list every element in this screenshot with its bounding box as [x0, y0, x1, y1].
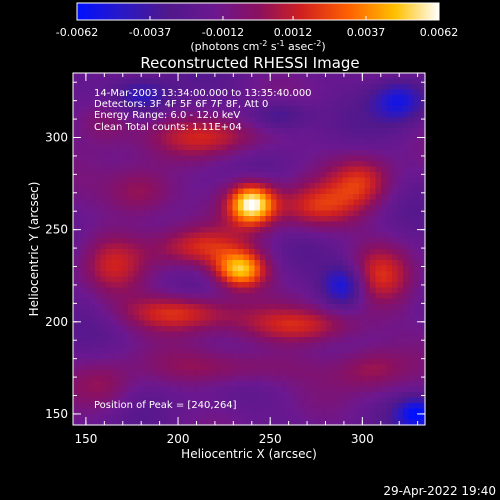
x-tick-label: 150 [74, 432, 97, 446]
chart-title: Reconstructed RHESSI Image [140, 54, 359, 72]
y-tick-label: 300 [45, 131, 68, 145]
colorbar-tick-labels: -0.0062 -0.0037 -0.0012 0.0012 0.0037 0.0062 [56, 26, 458, 39]
x-tick-label: 200 [167, 432, 190, 446]
x-axis-ticks: 150 200 250 300 [74, 73, 419, 446]
y-axis-label: Heliocentric Y (arcsec) [27, 182, 41, 317]
colorbar [76, 2, 440, 21]
peak-position-label: Position of Peak = [240,264] [94, 400, 237, 411]
colorbar-tick-label: 0.0012 [274, 26, 313, 39]
colorbar-ticks [76, 16, 440, 20]
annotations: 14-Mar-2003 13:34:00.000 to 13:35:40.000… [94, 88, 312, 411]
x-tick-label: 300 [351, 432, 374, 446]
plot-frame [72, 72, 426, 426]
colorbar-tick-label: -0.0012 [202, 26, 244, 39]
x-axis-label: Heliocentric X (arcsec) [181, 447, 317, 461]
colorbar-unit-label: (photons cm-2 s-1 asec-2) [190, 39, 325, 53]
annotation-clean: Clean Total counts: 1.11E+04 [94, 122, 242, 133]
annotation-time: 14-Mar-2003 13:34:00.000 to 13:35:40.000 [94, 88, 312, 99]
y-axis-ticks: 150 200 250 300 [45, 81, 425, 421]
colorbar-tick-label: 0.0037 [347, 26, 386, 39]
y-tick-label: 250 [45, 223, 68, 237]
colorbar-tick-label: -0.0037 [129, 26, 171, 39]
colorbar-tick-label: -0.0062 [56, 26, 98, 39]
annotation-detectors: Detectors: 3F 4F 5F 6F 7F 8F, Att 0 [94, 99, 268, 110]
y-tick-label: 150 [45, 407, 68, 421]
annotation-energy: Energy Range: 6.0 - 12.0 keV [94, 110, 240, 121]
x-tick-label: 250 [259, 432, 282, 446]
colorbar-tick-label: 0.0062 [420, 26, 459, 39]
heatmap-image [73, 73, 426, 426]
y-tick-label: 200 [45, 315, 68, 329]
footer-timestamp: 29-Apr-2022 19:40 [383, 484, 496, 498]
